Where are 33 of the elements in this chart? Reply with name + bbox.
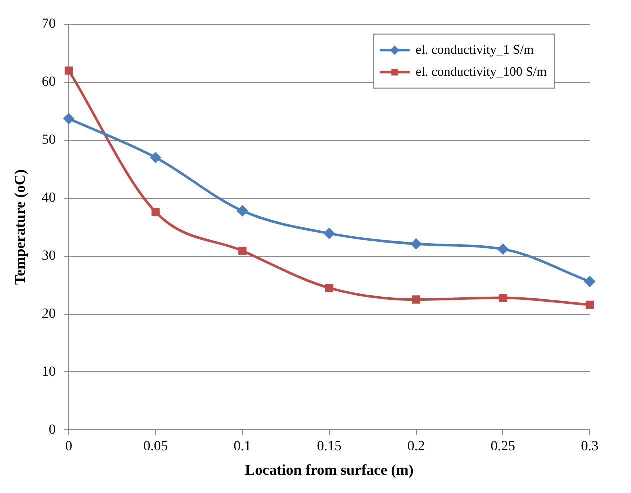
point <box>412 296 420 304</box>
point <box>586 300 594 310</box>
legend-label: el. conductivity_100 S/m <box>416 64 548 79</box>
x-tick-label: 0.2 <box>408 439 426 454</box>
y-tick-label: 30 <box>42 248 56 264</box>
x-tick-label: 0.1 <box>234 439 252 454</box>
x-tick-label: 0.25 <box>490 439 516 454</box>
point <box>237 206 248 216</box>
point <box>152 208 160 216</box>
y-tick-label: 70 <box>42 17 56 32</box>
legend-label: el. conductivity_1 S/m <box>416 42 534 57</box>
y-tick-label: 40 <box>42 190 56 206</box>
point <box>499 294 508 302</box>
x-tick-label: 0 <box>66 439 72 454</box>
y-tick-label: 60 <box>42 75 56 90</box>
y-tick-label: 50 <box>42 133 56 148</box>
x-tick-label: 0.05 <box>144 439 168 454</box>
y-tick-label: 10 <box>42 364 56 380</box>
x-tick-label: 0.3 <box>581 439 599 454</box>
x-axis-title: Location from surface (m) <box>245 462 414 479</box>
y-axis-title: Temperature (oC) <box>12 170 29 286</box>
point <box>325 284 334 292</box>
point <box>584 276 596 288</box>
x-tick-label: 0.15 <box>317 439 342 454</box>
point <box>64 114 74 124</box>
y-tick-label: 0 <box>49 422 56 438</box>
point <box>150 152 162 163</box>
point <box>64 66 74 75</box>
point <box>411 238 422 250</box>
y-tick-label: 20 <box>42 306 56 322</box>
point <box>324 228 335 239</box>
point <box>498 244 508 255</box>
point <box>238 246 247 256</box>
